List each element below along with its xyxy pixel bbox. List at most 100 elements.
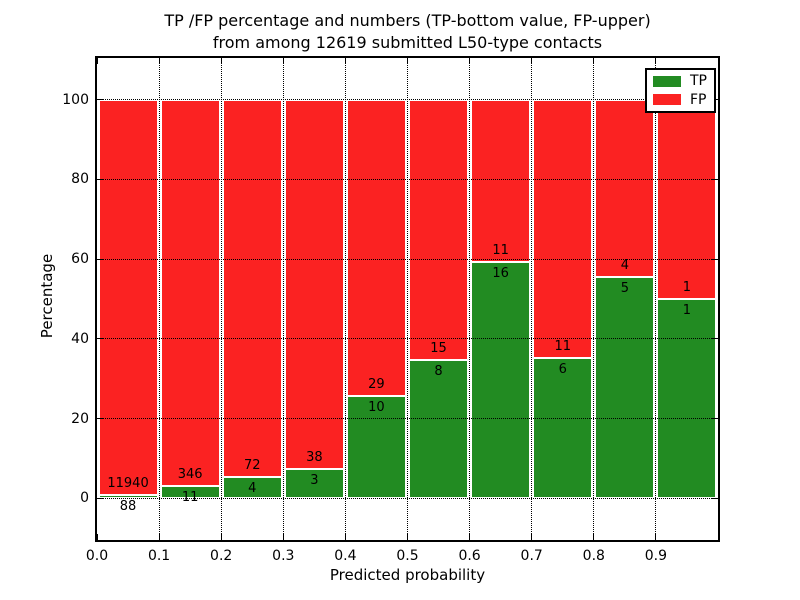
y-tickmark-left [97, 258, 103, 260]
bar-fp-segment [222, 99, 282, 478]
chart-title: TP /FP percentage and numbers (TP-bottom… [97, 10, 718, 54]
y-tick-label: 100 [62, 91, 89, 108]
gridline-x [531, 58, 533, 540]
bar-label-fp-count: 38 [306, 450, 323, 465]
bar-tp-segment [657, 299, 717, 499]
bar-fp-segment [409, 99, 469, 360]
gridline-x [469, 58, 471, 540]
bar-label-fp-count: 15 [430, 340, 447, 356]
bar-label-fp-count: 29 [368, 377, 385, 393]
bar-label-fp-count: 4 [620, 257, 629, 273]
x-tick-label: 0.8 [582, 548, 605, 564]
x-tickmark-bottom [531, 534, 533, 540]
bar-fp-segment [657, 99, 717, 299]
x-tickmark-bottom [593, 534, 595, 540]
x-tickmark-bottom [220, 534, 222, 540]
y-tick-label: 80 [71, 171, 89, 188]
gridline-y [97, 99, 718, 101]
bar-label-fp-count: 11940 [107, 476, 149, 492]
x-tickmark-top [220, 58, 222, 64]
y-tickmark-right [712, 178, 718, 180]
gridline-x [593, 58, 595, 540]
x-tick-label: 0.2 [210, 548, 233, 564]
bar-tp-segment [471, 262, 531, 499]
bar-tp-segment [284, 469, 344, 499]
x-tickmark-bottom [158, 534, 160, 540]
x-tickmark-top [344, 58, 346, 64]
bar-label-tp-count: 6 [558, 361, 567, 377]
bar-label-tp-count: 10 [368, 400, 385, 416]
bar-fp-segment [160, 99, 220, 486]
y-tickmark-right [712, 258, 718, 260]
bar-label-fp-count: 72 [243, 458, 261, 474]
bar-label-tp-count: 11 [181, 489, 199, 505]
legend-label-tp: TP [690, 73, 707, 90]
x-tickmark-top [531, 58, 533, 64]
legend-entry-tp: TP [647, 74, 714, 88]
bar-label-tp-count: 1 [682, 303, 692, 318]
x-tick-label: 0.3 [272, 548, 295, 564]
legend-label-fp: FP [690, 91, 707, 108]
x-tickmark-top [158, 58, 160, 64]
gridline-x [282, 58, 284, 540]
x-tickmark-bottom [282, 534, 284, 540]
bar-label-fp-count: 11 [554, 338, 572, 354]
gridline-y [97, 178, 718, 180]
bar-label-fp-count: 1 [682, 280, 692, 295]
y-tickmark-right [712, 338, 718, 340]
legend: TP FP [645, 68, 716, 113]
bar-fp-segment [346, 99, 406, 397]
y-tickmark-left [97, 99, 103, 101]
x-axis-label: Predicted probability [329, 566, 486, 584]
x-tick-label: 0.5 [396, 548, 419, 564]
x-tick-label: 0.4 [334, 548, 357, 564]
chart-title-line-2: from among 12619 submitted L50-type cont… [212, 33, 603, 52]
bar-fp-segment [284, 99, 344, 469]
bar-label-tp-count: 8 [434, 363, 443, 379]
y-tick-label: 40 [71, 330, 89, 347]
y-tickmark-right [712, 418, 718, 419]
x-tickmark-top [469, 58, 471, 64]
y-tickmark-left [97, 497, 103, 499]
gridline-x [344, 58, 346, 540]
bar-tp-segment [222, 477, 282, 499]
bar-tp-segment [595, 276, 655, 499]
x-tickmark-bottom [96, 534, 98, 540]
x-tick-label: 0.0 [85, 548, 109, 564]
x-tick-label: 0.9 [644, 548, 668, 564]
bar-tp-segment [533, 357, 593, 499]
y-axis-label: Percentage [38, 253, 56, 339]
bar-label-tp-count: 4 [248, 481, 257, 497]
chart-title-line-1: TP /FP percentage and numbers (TP-bottom… [164, 11, 651, 30]
x-tickmark-top [96, 58, 98, 64]
y-tickmark-left [97, 178, 103, 180]
gridline-x [158, 58, 160, 540]
x-tickmark-bottom [655, 534, 657, 540]
bar-fp-segment [595, 99, 655, 277]
bar-label-tp-count: 88 [119, 499, 137, 515]
x-tick-label: 0.7 [520, 548, 543, 564]
bar-tp-segment [160, 485, 220, 499]
bar-tp-segment [346, 396, 406, 499]
y-tick-label: 20 [71, 410, 89, 427]
bar-fp-segment [98, 99, 158, 496]
gridline-y [97, 497, 718, 499]
legend-entry-fp: FP [647, 93, 714, 107]
legend-swatch-tp-icon [653, 75, 681, 87]
y-tickmark-left [97, 338, 103, 340]
x-tickmark-top [282, 58, 284, 64]
bar-label-tp-count: 3 [310, 473, 319, 488]
x-tickmark-top [655, 58, 657, 64]
x-tickmark-top [407, 58, 408, 64]
x-tickmark-top [593, 58, 595, 64]
gridline-y [97, 338, 718, 340]
gridline-x [655, 58, 657, 540]
y-tick-label: 60 [71, 251, 89, 268]
bar-tp-segment [409, 359, 469, 499]
y-tick-label: 0 [80, 490, 89, 507]
gridline-y [97, 258, 718, 260]
gridline-y [97, 418, 718, 419]
bar-fp-segment [471, 99, 531, 263]
bar-label-tp-count: 5 [620, 280, 629, 296]
